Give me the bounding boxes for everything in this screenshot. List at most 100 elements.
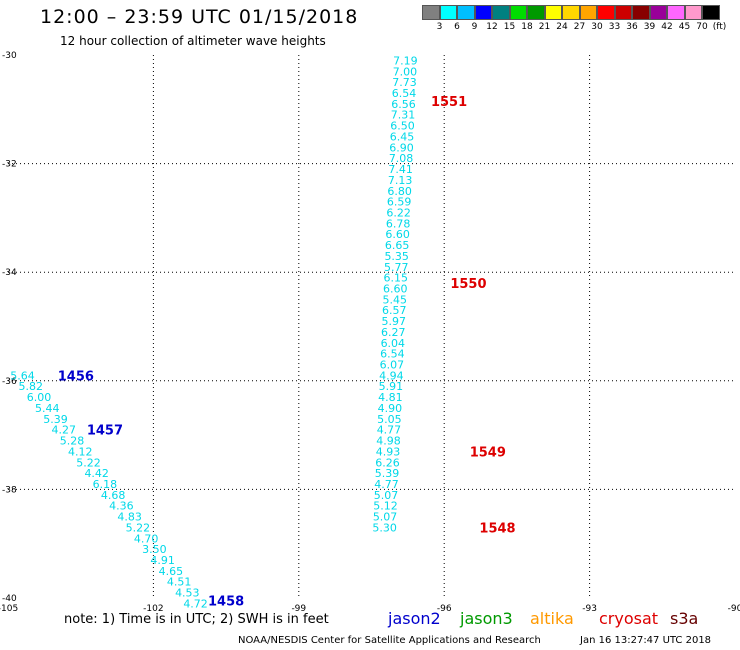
wave-height-label: 6.54 (392, 87, 417, 100)
legend-label: 70 (696, 22, 708, 32)
timestamp-text: Jan 16 13:27:47 UTC 2018 (580, 635, 712, 646)
wave-height-label: 6.60 (385, 228, 410, 241)
y-tick-label: -32 (2, 160, 17, 170)
time-label: 1456 (58, 369, 94, 384)
legend-swatch (544, 5, 562, 20)
wave-height-label: 6.26 (375, 456, 400, 469)
wave-height-label: 6.90 (389, 141, 414, 154)
wave-height-label: 5.77 (384, 261, 409, 274)
legend-swatch (474, 5, 492, 20)
legend-swatch (422, 5, 440, 20)
legend-label: 9 (471, 22, 478, 32)
wave-height-label: 5.91 (379, 380, 404, 393)
x-tick-label: -105 (0, 604, 18, 614)
units-note: note: 1) Time is in UTC; 2) SWH is in fe… (64, 612, 329, 627)
wave-height-label: 5.35 (384, 250, 409, 263)
wave-height-label: 4.27 (51, 424, 76, 437)
wave-height-label: 5.07 (373, 511, 398, 524)
legend-swatch (632, 5, 650, 20)
wave-height-label: 5.07 (374, 489, 399, 502)
satellite-name-altika: altika (530, 609, 574, 628)
legend-label: 12 (486, 22, 498, 32)
wave-height-label: 6.07 (380, 359, 405, 372)
time-label: 1457 (87, 424, 123, 439)
time-label: 1550 (450, 277, 486, 292)
wave-height-label: 4.81 (378, 391, 403, 404)
wave-height-label: 6.78 (386, 217, 411, 230)
wave-height-label: 5.44 (35, 402, 60, 415)
wave-height-label: 5.05 (377, 413, 402, 426)
legend-label: 15 (503, 22, 516, 32)
y-tick-label: -36 (2, 377, 17, 387)
wave-height-label: 4.70 (134, 532, 159, 545)
y-tick-label: -40 (2, 594, 17, 604)
wave-height-label: 4.90 (378, 402, 403, 415)
wave-height-label: 5.39 (43, 413, 68, 426)
x-tick-label: -93 (582, 604, 597, 614)
wave-height-label: 6.80 (387, 185, 412, 198)
wave-height-label: 4.51 (167, 576, 192, 589)
legend-swatch (562, 5, 580, 20)
wave-height-label: 4.53 (175, 587, 200, 600)
wave-height-label: 5.82 (19, 380, 44, 393)
legend-swatch (702, 5, 720, 20)
chart-subtitle: 12 hour collection of altimeter wave hei… (60, 34, 326, 48)
wave-height-label: 7.19 (393, 54, 418, 67)
wave-height-label: 6.00 (27, 391, 52, 404)
color-scale-legend: 3 6 9 12 15 18 21 24 27 30 33 36 39 42 45 70 (ft) (422, 5, 726, 34)
wave-height-label: 6.59 (387, 196, 412, 209)
legend-label: 39 (643, 22, 656, 32)
wave-height-label: 7.08 (389, 152, 414, 165)
legend-label: (ft) (712, 22, 727, 32)
wave-height-label: 6.45 (390, 130, 415, 143)
y-tick-label: -34 (2, 268, 17, 278)
legend-label: 27 (573, 22, 586, 32)
wave-height-label: 6.65 (385, 239, 410, 252)
chart-title: 12:00 – 23:59 UTC 01/15/2018 (40, 6, 359, 28)
legend-label: 18 (521, 22, 533, 32)
wave-height-label: 4.12 (68, 445, 93, 458)
satellite-name-cryosat: cryosat (599, 609, 659, 628)
satellite-name-s3a: s3a (670, 609, 699, 628)
wave-height-label: 4.42 (84, 467, 109, 480)
wave-height-label: 5.64 (10, 369, 35, 382)
wave-height-label: 6.18 (93, 478, 118, 491)
time-label: 1548 (479, 521, 515, 536)
wave-height-label: 6.54 (380, 348, 405, 361)
wave-height-label: 4.83 (117, 511, 142, 524)
legend-swatch (614, 5, 632, 20)
credit-text: NOAA/NESDIS Center for Satellite Applica… (238, 635, 541, 646)
wave-height-label: 5.39 (375, 467, 400, 480)
wave-height-label: 5.22 (126, 521, 151, 534)
y-tick-label: -38 (2, 485, 17, 495)
legend-swatches (422, 5, 720, 20)
legend-swatch (492, 5, 510, 20)
wave-height-label: 6.60 (383, 282, 408, 295)
wave-height-label: 5.28 (60, 435, 85, 448)
time-label: 1458 (208, 595, 244, 610)
wave-height-label: 4.68 (101, 489, 126, 502)
wave-height-label: 6.22 (386, 206, 411, 219)
legend-swatch (509, 5, 527, 20)
wave-height-label: 4.98 (376, 435, 401, 448)
legend-swatch (439, 5, 457, 20)
wave-height-label: 4.65 (159, 565, 184, 578)
wave-height-label: 7.13 (388, 174, 413, 187)
wave-height-label: 6.50 (390, 120, 415, 133)
legend-label: 33 (608, 22, 621, 32)
wave-height-label: 6.04 (381, 337, 406, 350)
x-tick-label: -96 (437, 604, 452, 614)
wave-height-label: 6.15 (383, 272, 408, 285)
x-tick-label: -102 (143, 604, 163, 614)
legend-swatch (457, 5, 475, 20)
wave-height-label: 4.93 (376, 445, 401, 458)
legend-label: 6 (454, 22, 460, 32)
wave-height-label: 4.91 (150, 554, 175, 567)
legend-label: 45 (678, 22, 691, 32)
wave-height-label: 6.27 (381, 326, 406, 339)
legend-label: 21 (538, 22, 551, 32)
legend-label: 36 (626, 22, 638, 32)
time-label: 1551 (431, 95, 467, 110)
wave-height-label: 5.22 (76, 456, 101, 469)
wave-height-label: 4.94 (379, 369, 404, 382)
